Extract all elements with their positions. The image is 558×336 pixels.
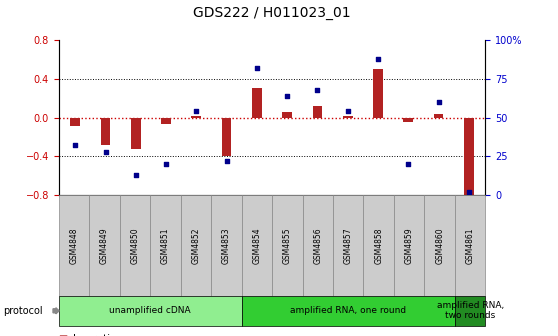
Text: GSM4848: GSM4848	[69, 227, 78, 263]
Point	[404, 161, 413, 167]
Text: GSM4854: GSM4854	[252, 227, 261, 264]
Bar	[131, 118, 141, 150]
Bar	[312, 106, 323, 118]
Text: unamplified cDNA: unamplified cDNA	[109, 306, 191, 315]
Text: GSM4850: GSM4850	[131, 227, 140, 264]
Text: GSM4860: GSM4860	[435, 227, 444, 264]
Text: GSM4855: GSM4855	[283, 227, 292, 264]
Point	[434, 99, 443, 105]
Bar	[252, 88, 262, 118]
Text: GSM4861: GSM4861	[466, 227, 475, 263]
Point	[131, 172, 140, 177]
Point	[162, 161, 171, 167]
Point	[343, 109, 352, 114]
Text: GSM4857: GSM4857	[344, 227, 353, 264]
Text: GSM4849: GSM4849	[100, 227, 109, 264]
Point	[192, 109, 201, 114]
Point	[283, 93, 292, 99]
Text: amplified RNA, one round: amplified RNA, one round	[290, 306, 406, 315]
Bar	[464, 118, 474, 200]
Point	[252, 66, 261, 71]
Text: GDS222 / H011023_01: GDS222 / H011023_01	[193, 6, 351, 20]
Bar	[403, 118, 413, 122]
Bar	[373, 69, 383, 118]
Bar	[100, 118, 110, 145]
Bar	[161, 118, 171, 124]
Bar	[282, 112, 292, 118]
Text: GSM4853: GSM4853	[222, 227, 231, 264]
Bar	[191, 116, 201, 118]
Point	[464, 189, 473, 195]
Text: amplified RNA,
two rounds: amplified RNA, two rounds	[436, 301, 504, 321]
Bar	[434, 114, 444, 118]
Text: protocol: protocol	[3, 306, 42, 316]
Point	[313, 87, 322, 92]
Text: GSM4858: GSM4858	[374, 227, 383, 263]
Text: GSM4856: GSM4856	[313, 227, 323, 264]
Text: GSM4859: GSM4859	[405, 227, 413, 264]
Point	[101, 149, 110, 154]
Point	[71, 143, 80, 148]
Bar	[222, 118, 232, 156]
Point	[222, 158, 231, 164]
Text: ■: ■	[59, 334, 68, 336]
Text: GSM4852: GSM4852	[191, 227, 200, 263]
Bar	[343, 116, 353, 118]
Point	[373, 56, 382, 61]
Text: GSM4851: GSM4851	[161, 227, 170, 263]
Bar	[70, 118, 80, 126]
Text: log ratio: log ratio	[73, 334, 116, 336]
